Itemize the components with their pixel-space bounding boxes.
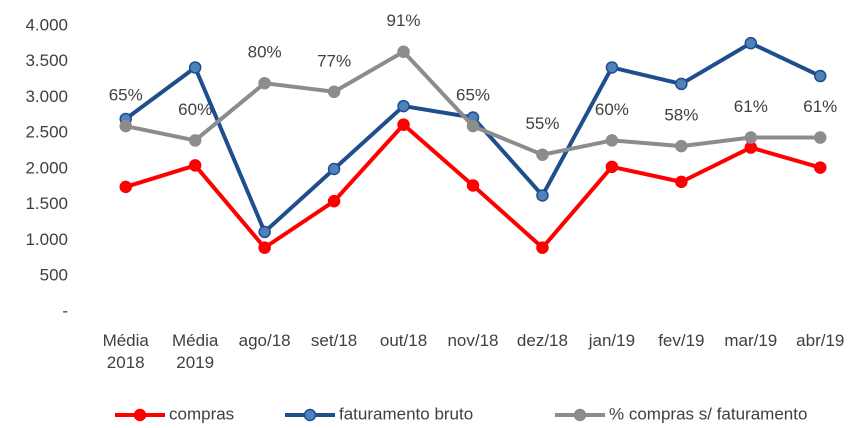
point <box>675 77 688 91</box>
y-tick-label: 4.000 <box>25 15 68 34</box>
x-tick-label: Média 2018 <box>102 331 149 372</box>
y-tick-label: 2.000 <box>25 158 68 177</box>
point <box>188 61 202 74</box>
point <box>675 175 688 189</box>
point <box>744 36 758 50</box>
x-tick-label: ago/18 <box>238 331 291 350</box>
data-label: 91% <box>387 11 421 30</box>
x-tick-label: Média 2019 <box>172 331 219 372</box>
point <box>258 76 271 90</box>
data-label: 77% <box>317 51 351 70</box>
point <box>605 134 619 147</box>
point <box>327 162 341 176</box>
y-tick-label: 3.500 <box>25 51 68 70</box>
point <box>258 241 271 254</box>
point <box>536 189 549 202</box>
data-label: 60% <box>595 100 629 119</box>
data-label: 58% <box>664 106 698 125</box>
y-tick-label: - <box>62 301 68 320</box>
point <box>605 61 619 74</box>
point <box>675 139 688 153</box>
data-label: 65% <box>456 86 490 105</box>
x-tick-label: dez/18 <box>516 331 568 350</box>
data-label: 55% <box>525 114 559 133</box>
point <box>327 85 341 99</box>
x-tick-label: set/18 <box>310 331 358 350</box>
y-tick-label: 2.500 <box>25 123 68 142</box>
point <box>188 134 202 147</box>
point <box>605 160 619 174</box>
y-tick-label: 1.000 <box>25 230 68 249</box>
legend-marker <box>573 408 587 422</box>
point <box>536 241 549 254</box>
point <box>814 161 827 174</box>
data-label: 80% <box>248 43 282 62</box>
point <box>258 225 271 239</box>
y-tick-label: 500 <box>40 266 68 285</box>
legend-label: compras <box>169 404 234 423</box>
x-tick-label: fev/19 <box>658 331 705 350</box>
point <box>536 148 549 161</box>
legend-marker <box>133 408 147 422</box>
data-label: 61% <box>734 97 768 116</box>
x-tick-label: mar/19 <box>724 331 778 350</box>
data-label: 60% <box>178 100 212 119</box>
x-tick-label: jan/19 <box>588 331 636 350</box>
point <box>814 69 827 83</box>
y-tick-label: 1.500 <box>25 194 68 213</box>
data-label: 65% <box>109 86 143 105</box>
point <box>814 131 827 144</box>
legend-label: faturamento bruto <box>339 404 473 423</box>
point <box>397 118 410 131</box>
point <box>397 99 410 113</box>
point <box>466 119 480 133</box>
x-tick-label: abr/19 <box>796 331 845 350</box>
point <box>397 45 410 58</box>
point <box>466 179 480 192</box>
legend-marker <box>303 408 317 422</box>
point <box>188 159 202 172</box>
x-tick-label: nov/18 <box>447 331 499 350</box>
point <box>327 194 341 208</box>
legend-label: % compras s/ faturamento <box>609 404 807 423</box>
point <box>744 131 758 144</box>
x-tick-label: out/18 <box>379 331 428 350</box>
point <box>119 119 132 133</box>
data-label: 61% <box>803 97 837 116</box>
point <box>119 180 132 194</box>
y-tick-label: 3.000 <box>25 87 68 106</box>
